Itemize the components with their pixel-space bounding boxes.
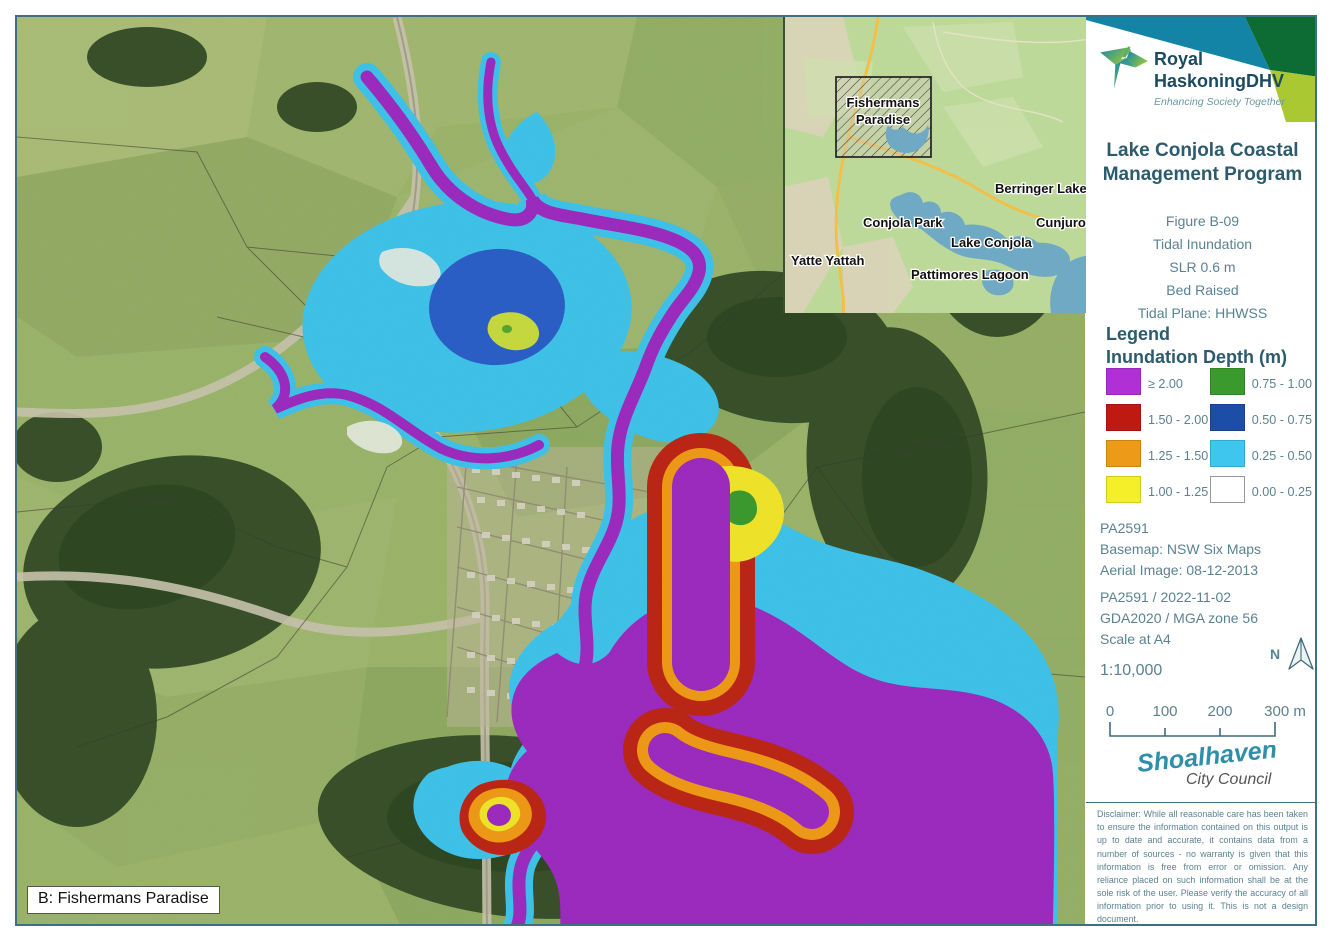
svg-text:Fishermans: Fishermans — [847, 95, 920, 110]
svg-text:City Council: City Council — [1186, 771, 1272, 788]
svg-text:Lake Conjola: Lake Conjola — [951, 235, 1033, 250]
svg-text:200: 200 — [1207, 703, 1232, 720]
svg-text:300 m: 300 m — [1264, 703, 1306, 720]
svg-text:100: 100 — [1152, 703, 1177, 720]
svg-text:Berringer Lake: Berringer Lake — [995, 181, 1087, 196]
svg-text:0: 0 — [1106, 703, 1114, 720]
svg-text:Pattimores Lagoon: Pattimores Lagoon — [911, 267, 1029, 282]
svg-text:Conjola Park: Conjola Park — [863, 215, 943, 230]
svg-text:Paradise: Paradise — [856, 112, 910, 127]
svg-text:Yatte Yattah: Yatte Yattah — [791, 253, 865, 268]
